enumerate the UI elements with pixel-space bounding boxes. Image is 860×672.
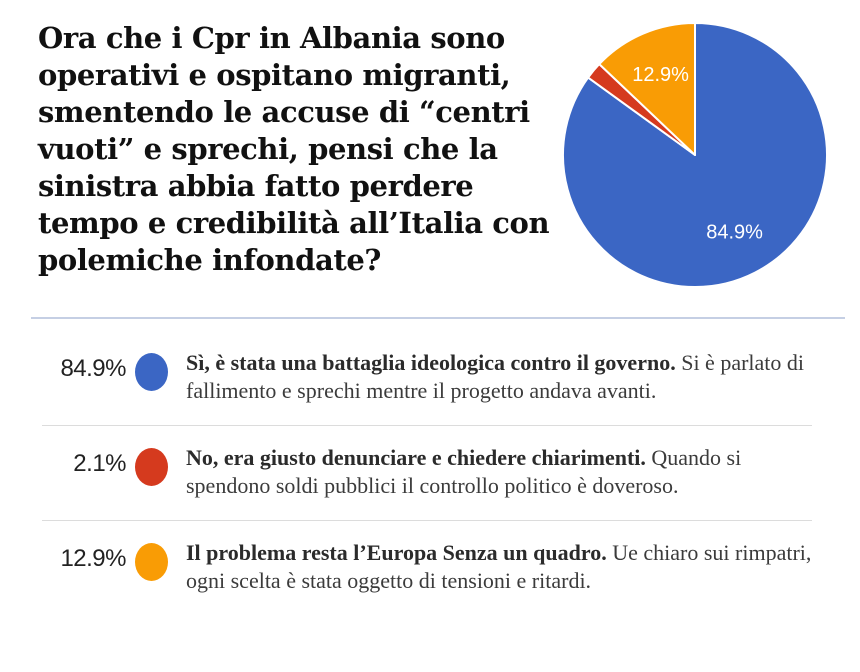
answer-color-dot xyxy=(135,353,168,391)
pie-slice-label: 84.9% xyxy=(706,222,763,244)
answer-row-3: 12.9% Il problema resta l’Europa Senza u… xyxy=(42,520,812,595)
answer-row-2: 2.1% No, era giusto denunciare e chieder… xyxy=(42,425,812,520)
answer-text: No, era giusto denunciare e chiedere chi… xyxy=(186,444,812,500)
answer-lead: Sì, è stata una battaglia ideologica con… xyxy=(186,350,676,375)
answer-lead: No, era giusto denunciare e chiedere chi… xyxy=(186,445,646,470)
answer-percent: 12.9% xyxy=(60,545,126,572)
answer-text: Il problema resta l’Europa Senza un quad… xyxy=(186,539,812,595)
answer-detail: Si è parlato di fallimento e sprechi men… xyxy=(186,350,805,403)
section-divider xyxy=(31,317,845,319)
poll-question: Ora che i Cpr in Albania sono operativi … xyxy=(38,21,550,277)
pie-chart: 84.9% 12.9% xyxy=(557,17,833,293)
answer-row-1: 84.9% Sì, è stata una battaglia ideologi… xyxy=(42,319,812,425)
answer-percent: 84.9% xyxy=(60,355,126,382)
answer-detail: Ue chiaro sui rimpatri, ogni scelta è st… xyxy=(186,540,812,593)
answer-color-dot xyxy=(135,543,168,581)
pie-chart-svg: 84.9% 12.9% xyxy=(562,22,828,288)
answer-percent: 2.1% xyxy=(73,450,126,477)
answer-detail: Quando si spendono soldi pubblici il con… xyxy=(186,445,742,498)
answer-lead: Il problema resta l’Europa Senza un quad… xyxy=(186,540,607,565)
answer-text: Sì, è stata una battaglia ideologica con… xyxy=(186,349,812,405)
answers-list: 84.9% Sì, è stata una battaglia ideologi… xyxy=(42,319,812,595)
answer-color-dot xyxy=(135,448,168,486)
pie-slice-label: 12.9% xyxy=(632,64,689,86)
pie-slice xyxy=(598,22,696,156)
